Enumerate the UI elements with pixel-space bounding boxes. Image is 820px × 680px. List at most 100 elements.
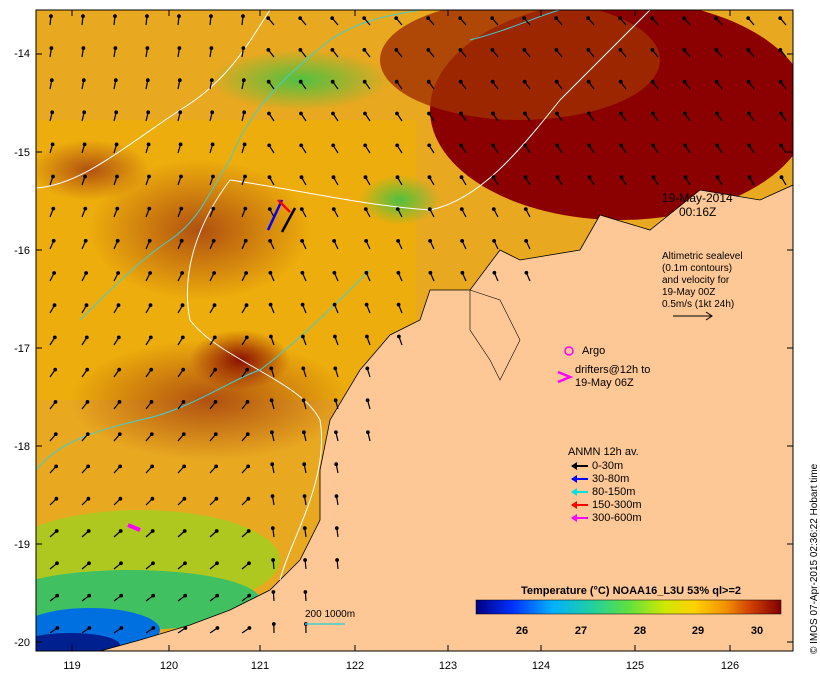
altimetry-note-line: (0.1m contours) <box>662 263 733 274</box>
lat-tick: -20 <box>14 637 30 649</box>
velocity-arrow-head <box>303 590 308 594</box>
velocity-arrow-head <box>115 238 120 243</box>
velocity-arrow-head <box>178 142 183 147</box>
drifter-track-blue <box>266 199 284 231</box>
velocity-arrow-head <box>458 79 463 84</box>
velocity-arrow-head <box>366 430 370 435</box>
velocity-arrow-head <box>333 366 338 371</box>
colorbar-tick: 27 <box>574 625 588 637</box>
velocity-arrow-head <box>330 16 335 21</box>
velocity-arrow-head <box>715 175 720 180</box>
velocity-arrow-head <box>147 238 152 243</box>
velocity-arrow-head <box>363 175 368 180</box>
map-border <box>35 9 794 652</box>
lat-tick: -14 <box>14 48 30 60</box>
anmn-legend-item: 300-600m <box>571 512 642 525</box>
velocity-arrow-head <box>332 270 337 275</box>
velocity-arrow-head <box>116 271 120 275</box>
velocity-arrow-head <box>87 561 91 566</box>
velocity-arrow-head <box>396 270 401 275</box>
velocity-arrow-head <box>117 367 122 372</box>
velocity-arrow-head <box>209 78 214 83</box>
velocity-arrow-head <box>215 593 220 598</box>
velocity-arrow-head <box>211 238 216 243</box>
velocity-arrow-head <box>241 46 246 50</box>
velocity-arrow-head <box>394 16 399 21</box>
velocity-arrow-head <box>330 79 335 84</box>
velocity-arrow-head <box>523 207 528 212</box>
velocity-arrow-head <box>334 430 338 435</box>
velocity-arrow-head <box>243 238 248 243</box>
velocity-arrow-head <box>267 143 272 148</box>
velocity-arrow-head <box>150 496 155 501</box>
velocity-arrow-head <box>458 48 463 52</box>
velocity-arrow-head <box>365 398 370 403</box>
velocity-arrow-head <box>213 367 218 372</box>
velocity-arrow-head <box>331 207 336 212</box>
lat-tick: -15 <box>14 147 30 159</box>
velocity-arrow-head <box>151 626 156 630</box>
velocity-arrow-head <box>146 142 151 147</box>
velocity-arrow-head <box>299 207 304 212</box>
velocity-arrow-head <box>523 143 528 148</box>
velocity-arrow-head <box>651 175 656 180</box>
colorbar-tick: 28 <box>633 625 647 637</box>
velocity-arrow-head <box>267 175 272 180</box>
velocity-arrow-head <box>715 111 719 116</box>
altimetry-note-line: 19-May 00Z <box>662 287 716 298</box>
velocity-arrow-head <box>522 16 527 21</box>
velocity-arrow-head <box>84 271 88 275</box>
velocity-arrow-head <box>300 270 305 275</box>
altimetry-note-line: 0.5m/s (1kt 24h) <box>662 299 735 310</box>
velocity-arrow-head <box>363 143 368 148</box>
velocity-arrow-head <box>363 111 367 116</box>
velocity-arrow-head <box>271 558 276 562</box>
anmn-legend-title: ANMN 12h av. <box>568 446 639 458</box>
velocity-arrow-head <box>177 78 182 83</box>
velocity-arrow-head <box>394 79 399 84</box>
velocity-arrow-head <box>586 79 591 84</box>
velocity-arrow-head <box>49 46 54 50</box>
velocity-arrows <box>49 14 787 634</box>
velocity-arrow-head <box>427 175 432 180</box>
velocity-arrow-head <box>151 561 155 566</box>
velocity-arrow-head <box>84 335 89 340</box>
velocity-arrow-head <box>333 334 337 339</box>
velocity-arrow-head <box>618 79 623 84</box>
colorbar-tick: 29 <box>691 625 705 637</box>
velocity-arrow-head <box>333 398 338 403</box>
velocity-arrow-head <box>182 464 187 469</box>
velocity-arrow-head <box>243 206 248 211</box>
credit-text: © IMOS 07-Apr-2015 02:36:22 Hobart time <box>809 463 820 654</box>
velocity-arrow-head <box>183 561 187 566</box>
velocity-arrow-head <box>209 14 213 19</box>
velocity-arrow-head <box>180 303 185 308</box>
velocity-arrow-head <box>145 14 149 19</box>
velocity-arrow-head <box>300 238 305 243</box>
velocity-arrow-head <box>85 432 90 437</box>
lon-tick: 124 <box>531 660 551 672</box>
lon-tick: 122 <box>345 660 365 672</box>
velocity-arrow-head <box>554 16 559 21</box>
velocity-arrow-head <box>492 270 497 275</box>
velocity-arrow-head <box>52 271 56 275</box>
velocity-arrow-head <box>215 561 219 566</box>
velocity-arrow-head <box>397 334 401 339</box>
velocity-arrow-head <box>334 526 339 530</box>
velocity-arrow-head <box>365 334 369 339</box>
velocity-arrow-head <box>491 175 496 180</box>
velocity-arrow-head <box>147 174 151 179</box>
anmn-legend-item: 0-30m <box>571 460 623 473</box>
velocity-arrow-head <box>118 496 123 501</box>
velocity-arrow-head <box>555 111 559 116</box>
velocity-arrow-head <box>619 111 623 116</box>
velocity-arrow-head <box>363 207 368 212</box>
velocity-arrow-head <box>51 238 56 243</box>
velocity-arrow-head <box>246 496 251 501</box>
velocity-arrow-head <box>53 367 58 372</box>
lon-tick: 121 <box>250 660 270 672</box>
velocity-arrow-head <box>395 111 399 116</box>
velocity-arrow-head <box>181 367 186 372</box>
velocity-arrow-head <box>247 561 251 566</box>
velocity-arrow-head <box>555 143 560 148</box>
